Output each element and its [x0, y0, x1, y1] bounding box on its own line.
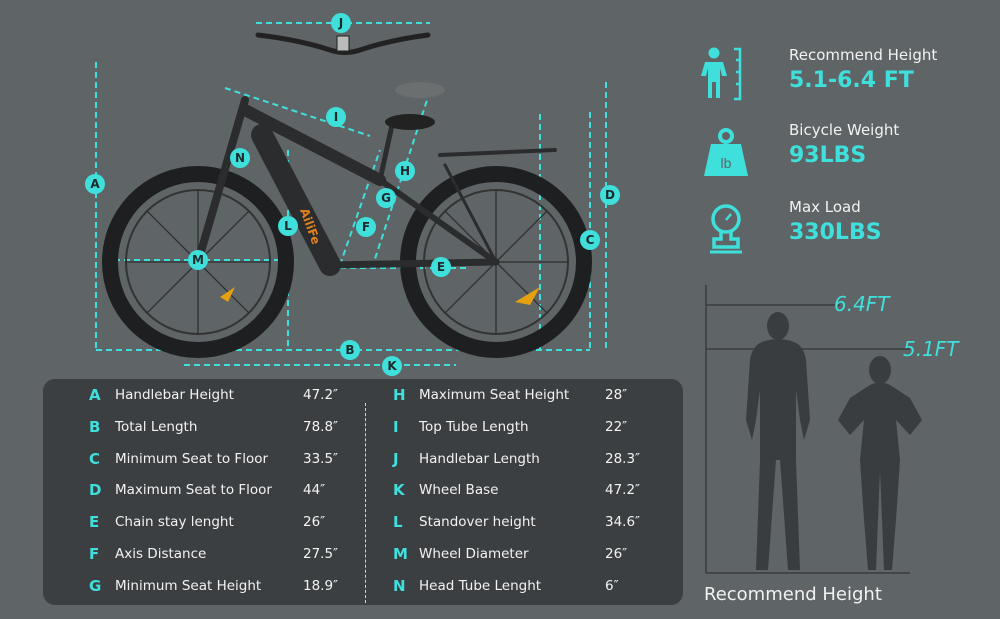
spec-letter: F	[89, 545, 100, 563]
spec-letter: C	[89, 450, 101, 468]
spec-letter: A	[89, 386, 101, 404]
upper-height-label: 6.4FT	[834, 292, 890, 316]
spec-value: 44″	[303, 482, 326, 498]
spec-row: A Handlebar Height 47.2″	[89, 385, 369, 405]
spec-row: B Total Length 78.8″	[89, 417, 369, 437]
lower-height-label: 5.1FT	[903, 337, 959, 361]
marker-n: N	[230, 148, 250, 168]
person-height-icon	[700, 46, 748, 106]
spec-label: Chain stay lenght	[115, 514, 234, 530]
spec-letter: L	[393, 513, 403, 531]
male-silhouette	[746, 312, 810, 570]
spec-value: 26″	[605, 546, 628, 562]
spec-value: 26″	[303, 514, 326, 530]
spec-label: Head Tube Lenght	[419, 578, 542, 594]
spec-value: 33.5″	[303, 451, 339, 467]
spec-row: K Wheel Base 47.2″	[393, 480, 673, 500]
spec-letter: J	[393, 450, 399, 468]
stat-label-height: Recommend Height	[789, 46, 938, 64]
spec-value: 22″	[605, 419, 628, 435]
marker-g: G	[376, 188, 396, 208]
column-divider	[365, 403, 366, 603]
spec-label: Total Length	[115, 419, 198, 435]
spec-label: Handlebar Height	[115, 387, 234, 403]
spec-row: J Handlebar Length 28.3″	[393, 449, 673, 469]
spec-label: Handlebar Length	[419, 451, 540, 467]
spec-table: A Handlebar Height 47.2″ B Total Length 78.8…	[43, 379, 683, 605]
spec-value: 47.2″	[303, 387, 339, 403]
spec-letter: G	[89, 577, 102, 595]
spec-letter: H	[393, 386, 406, 404]
marker-c: C	[580, 230, 600, 250]
spec-letter: K	[393, 481, 405, 499]
marker-a: A	[85, 174, 105, 194]
bike-dimension-diagram: AiliFe J A B C D E F G H I K L M N	[0, 0, 690, 380]
spec-value: 78.8″	[303, 419, 339, 435]
spec-value: 47.2″	[605, 482, 641, 498]
stat-label-load: Max Load	[789, 198, 861, 216]
marker-f: F	[356, 217, 376, 237]
spec-row: G Minimum Seat Height 18.9″	[89, 576, 369, 596]
spec-label: Minimum Seat Height	[115, 578, 262, 594]
spec-letter: I	[393, 418, 399, 436]
spec-label: Wheel Diameter	[419, 546, 529, 562]
bike-illustration: AiliFe	[95, 22, 607, 366]
spec-label: Wheel Base	[419, 482, 499, 498]
spec-label: Top Tube Length	[419, 419, 529, 435]
marker-d: D	[600, 185, 620, 205]
scale-gauge-icon	[706, 203, 746, 259]
spec-row: L Standover height 34.6″	[393, 512, 673, 532]
spec-value: 34.6″	[605, 514, 641, 530]
marker-e: E	[431, 257, 451, 277]
spec-value: 6″	[605, 578, 619, 594]
svg-text:lb: lb	[721, 155, 732, 171]
marker-k: K	[382, 356, 402, 376]
spec-value: 27.5″	[303, 546, 339, 562]
stat-value-height: 5.1-6.4 FT	[789, 68, 914, 93]
spec-row: N Head Tube Lenght 6″	[393, 576, 673, 596]
spec-row: C Minimum Seat to Floor 33.5″	[89, 449, 369, 469]
spec-row: I Top Tube Length 22″	[393, 417, 673, 437]
height-caption: Recommend Height	[704, 584, 882, 605]
spec-letter: M	[393, 545, 408, 563]
female-silhouette	[838, 356, 922, 570]
spec-letter: B	[89, 418, 101, 436]
spec-label: Axis Distance	[115, 546, 207, 562]
stat-value-load: 330LBS	[789, 220, 882, 245]
marker-l: L	[278, 216, 298, 236]
spec-letter: D	[89, 481, 102, 499]
spec-row: H Maximum Seat Height 28″	[393, 385, 673, 405]
spec-row: E Chain stay lenght 26″	[89, 512, 369, 532]
weight-lb-icon: lb	[703, 128, 749, 182]
spec-label: Standover height	[419, 514, 536, 530]
spec-value: 18.9″	[303, 578, 339, 594]
marker-m: M	[188, 250, 208, 270]
marker-j: J	[331, 13, 351, 33]
marker-h: H	[395, 161, 415, 181]
spec-letter: E	[89, 513, 100, 531]
marker-b: B	[340, 340, 360, 360]
spec-letter: N	[393, 577, 406, 595]
spec-value: 28″	[605, 387, 628, 403]
marker-i: I	[326, 107, 346, 127]
spec-label: Maximum Seat Height	[419, 387, 570, 403]
spec-value: 28.3″	[605, 451, 641, 467]
spec-label: Minimum Seat to Floor	[115, 451, 269, 467]
spec-row: M Wheel Diameter 26″	[393, 544, 673, 564]
spec-row: D Maximum Seat to Floor 44″	[89, 480, 369, 500]
stat-label-weight: Bicycle Weight	[789, 121, 900, 139]
height-comparison: 6.4FT 5.1FT Recommend Height	[700, 280, 1000, 619]
stat-value-weight: 93LBS	[789, 143, 867, 168]
spec-row: F Axis Distance 27.5″	[89, 544, 369, 564]
spec-label: Maximum Seat to Floor	[115, 482, 272, 498]
